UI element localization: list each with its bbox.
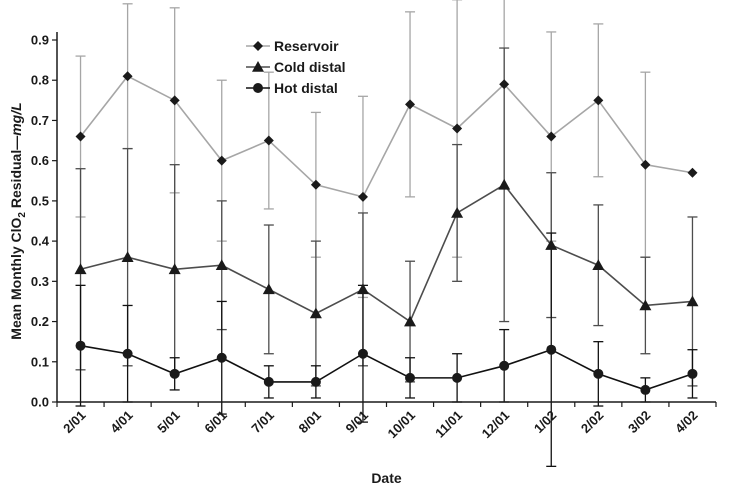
- point-diamond: [405, 99, 416, 110]
- point-triangle: [451, 206, 464, 218]
- series-line-hot-distal: [80, 344, 693, 391]
- y-tick-label: 0.7: [31, 113, 49, 128]
- point-circle: [452, 372, 463, 383]
- x-axis-title: Date: [371, 470, 402, 486]
- point-triangle: [498, 178, 511, 190]
- x-tick-label: 6/01: [201, 408, 230, 437]
- point-triangle: [686, 295, 699, 307]
- point-diamond: [452, 123, 463, 134]
- x-tick-label: 2/02: [578, 408, 607, 437]
- x-tick-label: 3/02: [625, 408, 654, 437]
- point-circle: [357, 348, 368, 359]
- legend-label: Reservoir: [274, 38, 339, 54]
- y-tick-label: 0.2: [31, 314, 49, 329]
- y-tick-label: 0.6: [31, 153, 49, 168]
- x-tick-label: 11/01: [432, 408, 465, 441]
- point-triangle: [592, 259, 605, 271]
- point-circle: [546, 344, 557, 355]
- point-diamond: [75, 131, 86, 142]
- point-circle: [169, 368, 180, 379]
- point-circle: [253, 83, 263, 93]
- point-diamond: [122, 71, 133, 82]
- point-triangle: [356, 283, 369, 295]
- point-triangle: [404, 315, 417, 327]
- y-axis-title-main: Mean Monthly ClO: [8, 217, 24, 339]
- legend-label: Cold distal: [274, 59, 346, 75]
- point-triangle: [121, 251, 134, 262]
- point-circle: [310, 376, 321, 387]
- point-triangle: [74, 263, 87, 275]
- legend: Reservoir Cold distal Hot distal: [246, 38, 346, 96]
- point-circle: [593, 368, 604, 379]
- point-triangle: [309, 307, 322, 319]
- point-diamond: [640, 159, 651, 170]
- point-triangle: [639, 299, 652, 311]
- point-circle: [75, 340, 86, 351]
- y-tick-label: 0.1: [31, 354, 49, 369]
- y-tick-label: 0.0: [31, 395, 49, 410]
- point-circle: [122, 348, 133, 359]
- point-diamond: [253, 41, 263, 51]
- x-tick-label: 2/01: [60, 408, 89, 437]
- x-tick-label: 4/02: [672, 408, 701, 437]
- x-tick-label: 1/02: [531, 408, 560, 437]
- x-tick-label: 7/01: [248, 408, 277, 437]
- point-diamond: [216, 155, 227, 166]
- point-circle: [640, 384, 651, 395]
- x-tick-label: 12/01: [479, 408, 513, 442]
- point-circle: [405, 372, 416, 383]
- y-axis-title-subscript: 2: [17, 212, 28, 218]
- y-tick-label: 0.5: [31, 193, 49, 208]
- point-diamond: [357, 191, 368, 202]
- point-triangle: [545, 239, 558, 250]
- y-axis-title: Mean Monthly ClO2 Residual—mg/L: [8, 102, 28, 339]
- point-diamond: [687, 167, 698, 178]
- x-tick-label: 5/01: [154, 408, 183, 437]
- x-tick-label: 8/01: [296, 408, 325, 437]
- y-ticks-layer: 0.0 0.1 0.2 0.3 0.4 0.5 0.6 0.7 0.8 0.9: [31, 33, 57, 410]
- point-diamond: [169, 95, 180, 106]
- point-diamond: [546, 131, 557, 142]
- point-triangle: [252, 61, 264, 72]
- series-line-reservoir: [79, 75, 693, 198]
- point-circle: [263, 376, 274, 387]
- x-tick-label: 10/01: [385, 408, 419, 442]
- point-triangle: [215, 259, 228, 271]
- x-tick-label: 9/01: [343, 408, 372, 437]
- legend-label: Hot distal: [274, 80, 338, 96]
- point-diamond: [263, 135, 274, 146]
- y-tick-label: 0.9: [31, 33, 49, 48]
- y-tick-label: 0.3: [31, 274, 49, 289]
- x-tick-label: 4/01: [107, 408, 136, 437]
- x-ticks-layer: 2/01 4/01 5/01 6/01 7/01 8/01 9/01 10/01 11/01 12…: [56, 402, 717, 442]
- series-lines-layer: [79, 75, 693, 391]
- y-axis-title-rest: Residual—: [8, 136, 24, 212]
- point-circle: [687, 368, 698, 379]
- point-diamond: [310, 179, 321, 190]
- y-axis-title-unit: mg/L: [8, 102, 24, 135]
- error-bars-layer: [75, 0, 698, 468]
- point-triangle: [168, 263, 181, 275]
- point-triangle: [262, 283, 275, 295]
- point-diamond: [499, 79, 510, 90]
- point-circle: [499, 360, 510, 371]
- point-circle: [216, 352, 227, 363]
- point-diamond: [593, 95, 604, 106]
- y-tick-label: 0.4: [31, 234, 50, 249]
- markers-layer: [74, 71, 699, 395]
- y-tick-label: 0.8: [31, 73, 49, 88]
- series-line-cold-distal: [80, 183, 693, 323]
